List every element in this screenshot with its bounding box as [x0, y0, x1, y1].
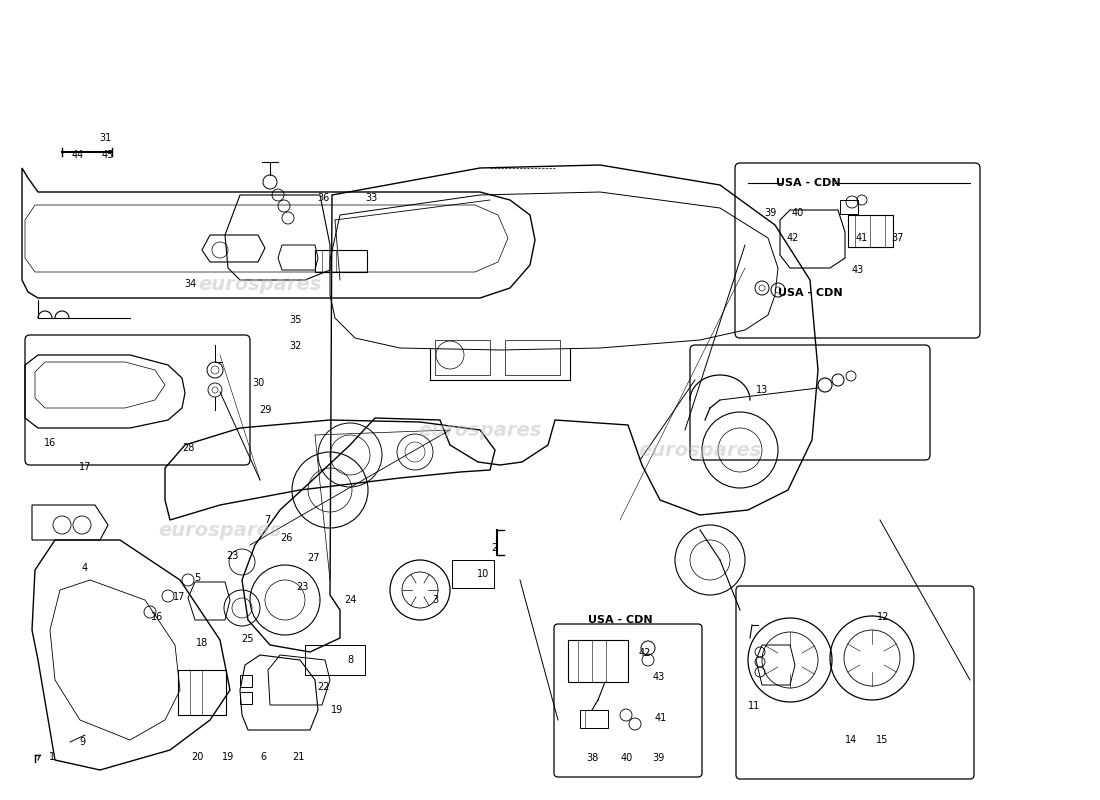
Text: 33: 33: [365, 193, 377, 203]
Text: 39: 39: [763, 208, 777, 218]
Text: 16: 16: [44, 438, 56, 448]
Text: 43: 43: [653, 672, 666, 682]
Text: 40: 40: [792, 208, 804, 218]
Text: 9: 9: [79, 737, 85, 747]
Text: 25: 25: [242, 634, 254, 644]
Text: 17: 17: [173, 592, 185, 602]
Text: 45: 45: [102, 150, 114, 160]
Text: 3: 3: [432, 595, 438, 605]
Bar: [240, 692, 252, 704]
Text: USA - CDN: USA - CDN: [587, 615, 652, 625]
Text: 19: 19: [222, 752, 234, 762]
Text: 28: 28: [182, 443, 195, 453]
Text: 13: 13: [756, 385, 768, 395]
Text: eurospares: eurospares: [638, 441, 761, 459]
Text: 8: 8: [346, 655, 353, 665]
Text: 40: 40: [620, 753, 634, 763]
Text: 10: 10: [477, 569, 490, 579]
Text: 15: 15: [876, 735, 888, 745]
Text: 18: 18: [196, 638, 208, 648]
Text: 31: 31: [99, 133, 111, 143]
Text: 16: 16: [151, 612, 163, 622]
Text: 7: 7: [264, 515, 271, 525]
Text: 41: 41: [856, 233, 868, 243]
Text: 32: 32: [289, 341, 302, 351]
Text: 19: 19: [331, 705, 343, 715]
Text: 21: 21: [292, 752, 305, 762]
Text: 34: 34: [184, 279, 196, 289]
Text: 6: 6: [260, 752, 266, 762]
Text: 2: 2: [491, 543, 497, 553]
Text: 23: 23: [296, 582, 308, 592]
Text: 41: 41: [654, 713, 667, 723]
Text: 17: 17: [79, 462, 91, 472]
Text: 1: 1: [48, 752, 55, 762]
Text: 43: 43: [851, 265, 865, 275]
Bar: [178, 670, 226, 715]
Text: eurospares: eurospares: [158, 521, 282, 539]
Text: 36: 36: [317, 193, 329, 203]
Text: 37: 37: [891, 233, 903, 243]
Bar: [568, 640, 628, 682]
Bar: [840, 200, 858, 214]
Text: 27: 27: [307, 553, 319, 563]
Text: 35: 35: [289, 315, 302, 325]
Text: 20: 20: [190, 752, 204, 762]
Text: 38: 38: [586, 753, 598, 763]
Text: 42: 42: [639, 648, 651, 658]
Text: 12: 12: [877, 612, 889, 622]
Bar: [580, 710, 608, 728]
Text: 23: 23: [226, 551, 239, 561]
Text: 5: 5: [194, 573, 200, 583]
Text: 14: 14: [845, 735, 857, 745]
Text: eurospares: eurospares: [418, 421, 541, 439]
Text: 44: 44: [72, 150, 84, 160]
Text: 24: 24: [344, 595, 356, 605]
Text: 22: 22: [318, 682, 330, 692]
Bar: [452, 560, 494, 588]
Text: 39: 39: [652, 753, 664, 763]
Text: eurospares: eurospares: [198, 275, 321, 294]
Text: 30: 30: [252, 378, 264, 388]
Bar: [315, 250, 367, 272]
Text: 26: 26: [279, 533, 293, 543]
Text: 29: 29: [258, 405, 272, 415]
Bar: [848, 215, 893, 247]
Bar: [240, 675, 252, 687]
Text: 11: 11: [748, 701, 760, 711]
Text: USA - CDN: USA - CDN: [778, 288, 843, 298]
Bar: [305, 645, 365, 675]
Text: 4: 4: [81, 563, 88, 573]
Text: 42: 42: [786, 233, 800, 243]
Text: USA - CDN: USA - CDN: [776, 178, 840, 188]
